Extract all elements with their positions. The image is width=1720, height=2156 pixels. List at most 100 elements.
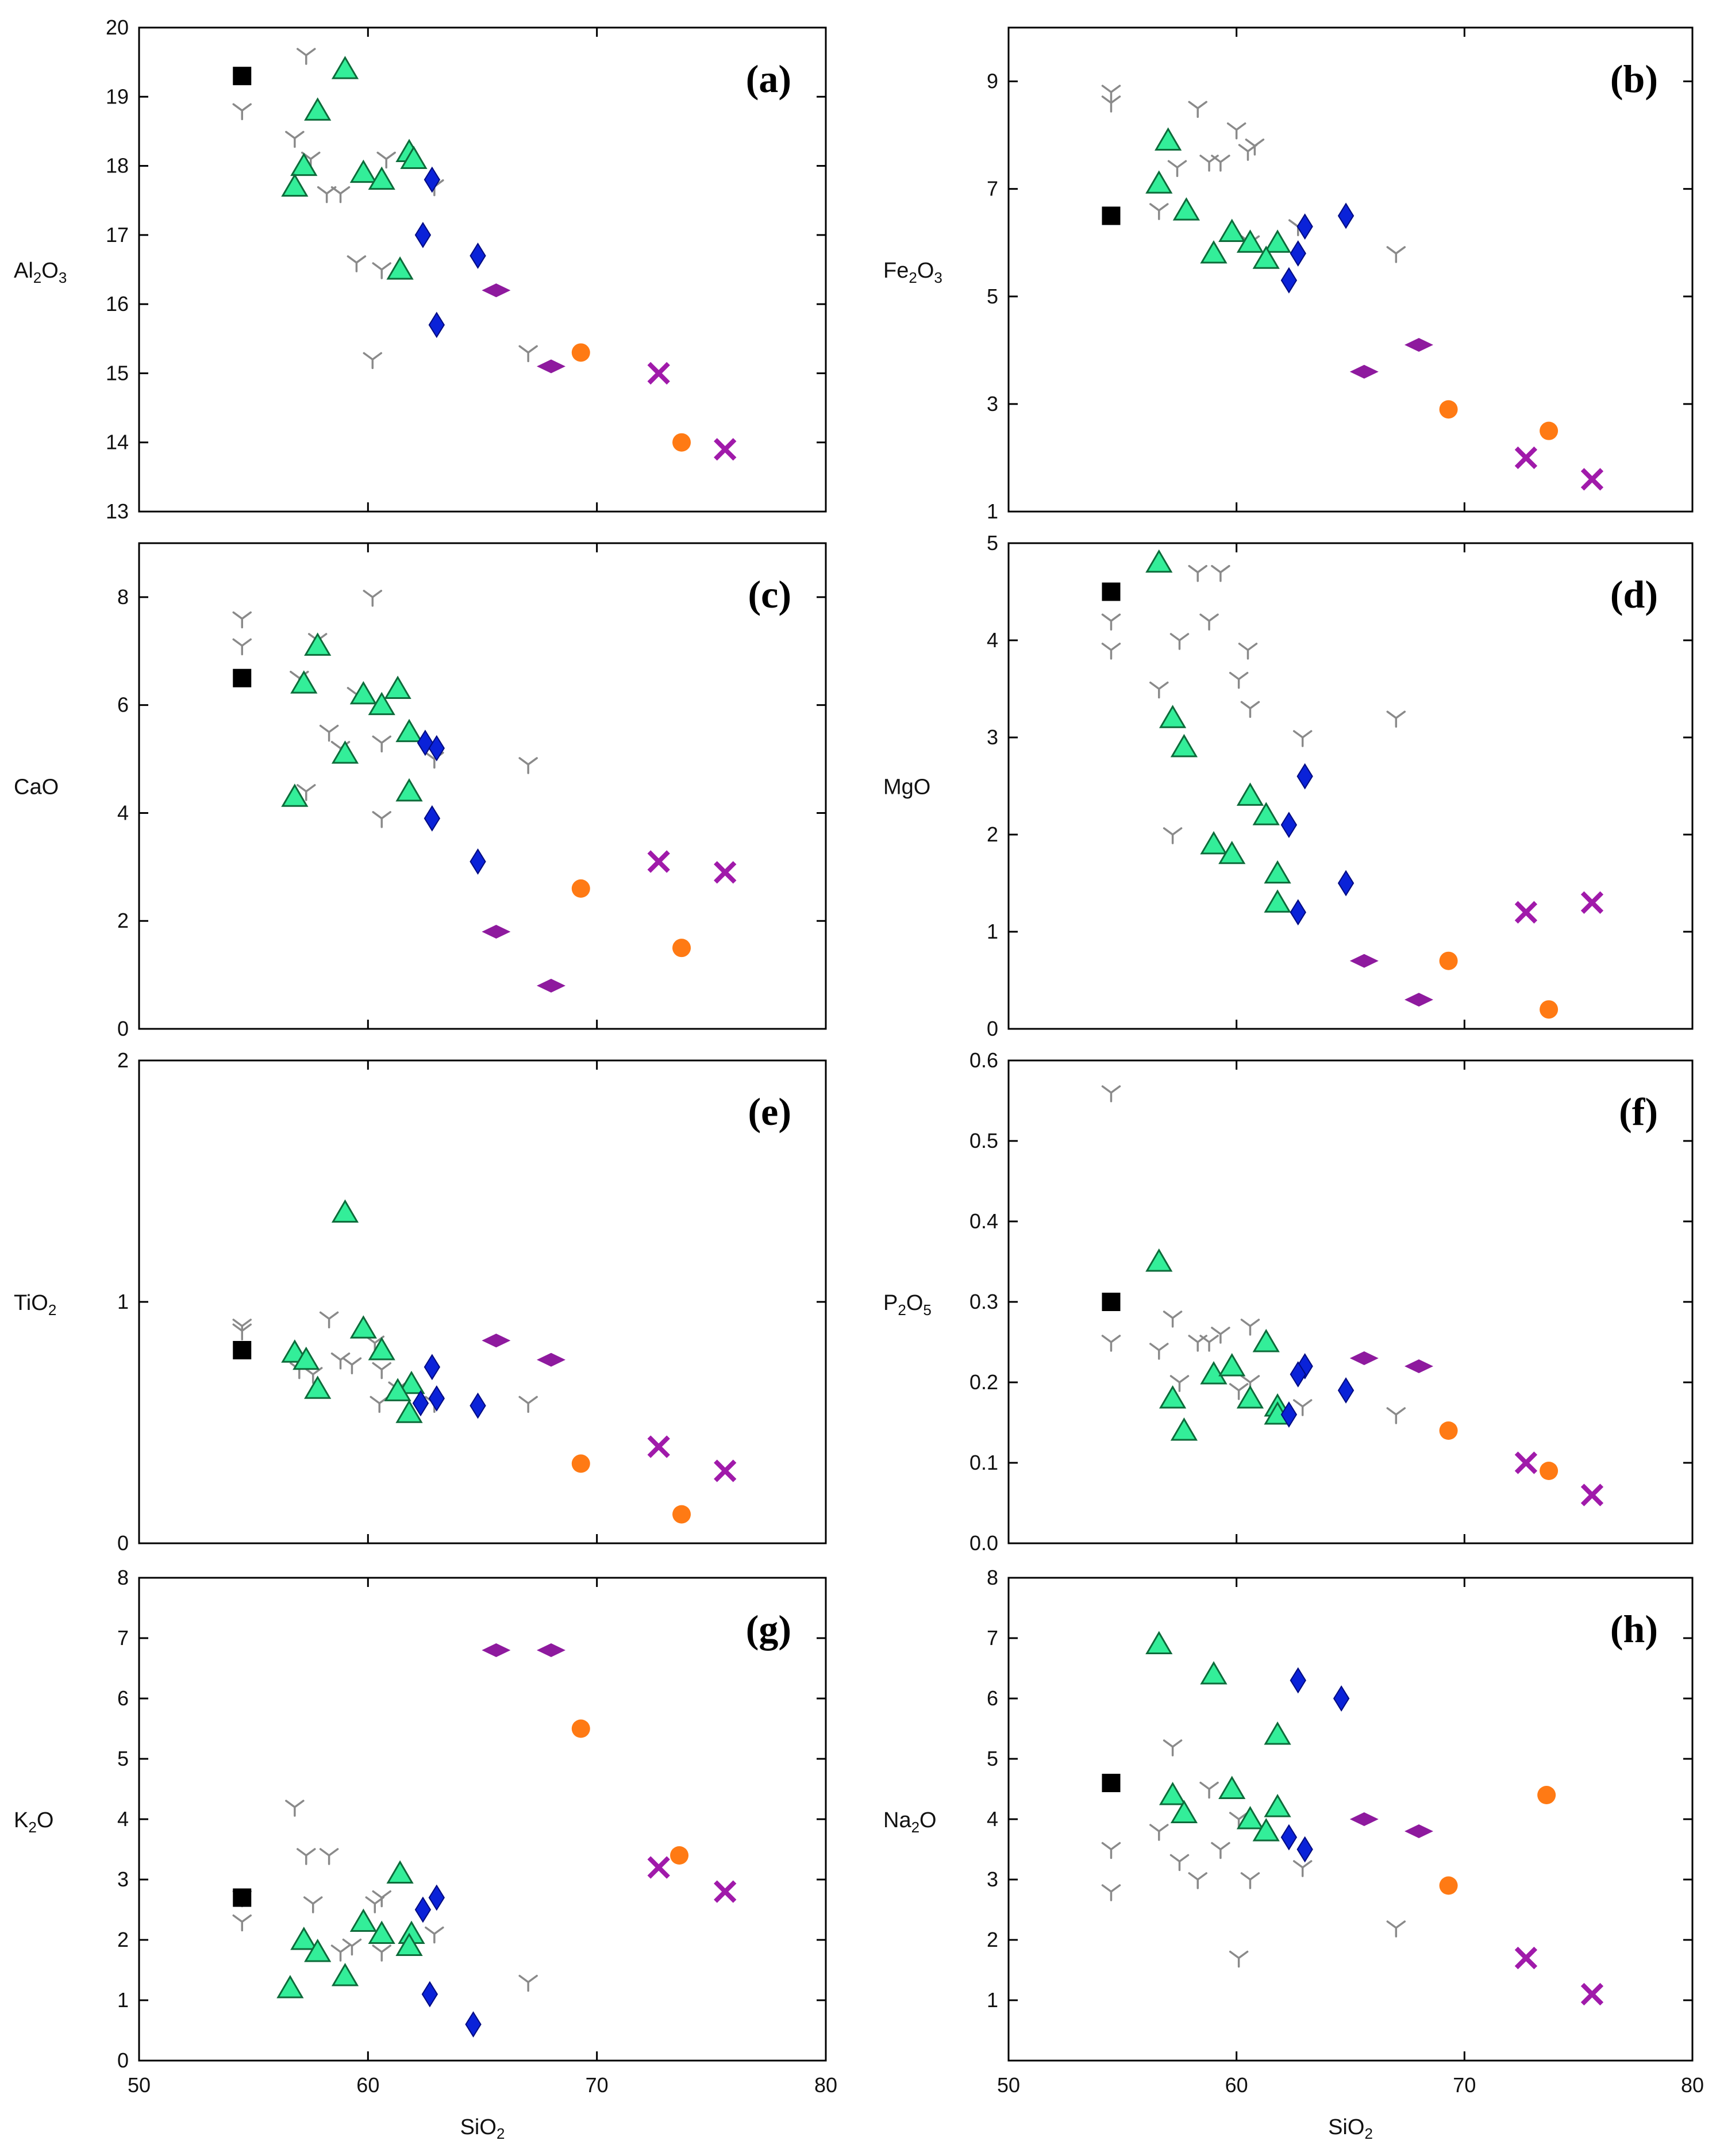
blue-diamond-marker [1280,1824,1298,1851]
gray-y-marker [1238,643,1258,660]
y-tick-label: 9 [987,70,998,93]
gray-y-marker [1240,1872,1260,1889]
panel-label: (c) [748,572,791,616]
green-triangle-marker [290,670,318,694]
gray-y-marker [1169,1854,1190,1871]
blue-diamond-marker [470,848,486,875]
gray-y-marker [1240,701,1260,718]
green-triangle-marker [368,691,395,716]
y-tick-label: 13 [106,499,129,523]
y-tick-label: 7 [987,1626,998,1650]
gray-y-marker [518,1974,538,1992]
y-tick-label: 0.1 [969,1451,998,1474]
y-axis-label: P2O5 [883,1291,932,1319]
gray-y-marker [319,1848,339,1865]
green-triangle-marker [368,166,395,190]
y-tick-label: 2 [987,823,998,846]
blue-diamond-marker [1296,763,1313,790]
purple-diamond-marker [1405,1359,1433,1373]
gray-y-marker [518,1396,538,1413]
gray-y-marker [1188,101,1207,118]
orange-circle-marker [1540,1000,1559,1019]
y-axis-label: K2O [14,1808,53,1836]
gray-y-marker [1199,613,1219,631]
gray-y-marker [372,262,391,279]
y-tick-label: 2 [117,1928,129,1951]
green-triangle-marker [395,778,423,802]
y-tick-label: 3 [987,392,998,416]
purple-x-marker [1580,468,1604,491]
gray-y-marker [1386,1407,1406,1424]
green-triangle-marker [1200,240,1228,264]
y-tick-label: 16 [106,292,129,316]
green-triangle-marker [395,718,423,743]
gray-y-marker [319,724,339,742]
gray-y-marker [1163,827,1183,844]
green-triangle-marker [1236,229,1264,253]
gray-y-marker [1149,1343,1169,1360]
green-triangle-marker [1264,229,1291,253]
gray-y-marker [319,1311,339,1329]
blue-diamond-marker [421,1981,438,2008]
blue-diamond-marker [465,2011,482,2038]
gray-y-marker [363,352,383,370]
y-axis-label: Na2O [883,1808,937,1836]
y-tick-label: 1 [987,920,998,943]
green-triangle-marker [1218,840,1246,864]
orange-circle-marker [571,343,590,362]
purple-x-marker [1580,891,1604,914]
y-tick-label: 5 [987,1747,998,1770]
green-triangle-marker [386,1860,414,1884]
y-axis-label-mid: O [919,1808,937,1832]
y-tick-label: 6 [117,1686,129,1710]
purple-x-marker [647,1856,670,1879]
gray-y-marker [1226,122,1246,140]
gray-y-marker [1386,1920,1406,1938]
purple-diamond-marker [537,1643,565,1657]
gray-y-marker [1292,1399,1313,1416]
purple-diamond-marker [1349,1351,1379,1365]
green-triangle-marker [1236,1806,1264,1830]
green-triangle-marker [281,173,309,197]
y-tick-label: 5 [987,285,998,308]
y-tick-label: 2 [987,1928,998,1951]
gray-y-marker [1386,246,1406,263]
y-tick-label: 14 [106,431,129,454]
plot-frame [138,1059,827,1544]
gray-y-marker [518,757,538,774]
green-triangle-marker [1236,782,1264,806]
panel-label: (h) [1610,1607,1658,1651]
y-tick-label: 17 [106,223,129,247]
green-triangle-marker [349,1315,377,1339]
y-tick-label: 8 [987,1566,998,1589]
blue-diamond-marker [1280,1401,1298,1428]
panel-label: (g) [746,1607,791,1651]
blue-diamond-marker [414,221,432,248]
y-axis-label-base: Fe [883,259,909,283]
purple-x-marker [1514,1946,1538,1970]
y-tick-label: 7 [987,177,998,201]
gray-y-marker [1149,681,1169,699]
y-axis-label: MgO [883,775,930,800]
gray-y-marker [1169,633,1190,650]
green-triangle-marker [331,1963,359,1986]
blue-diamond-marker [1337,870,1355,897]
blue-diamond-marker [412,1390,429,1417]
gray-y-marker [1211,1327,1230,1344]
gray-y-marker [1199,1781,1219,1799]
gray-y-marker [372,811,391,828]
x-tick-label: 70 [586,2073,609,2097]
green-triangle-marker [1145,170,1173,194]
purple-diamond-marker [537,978,565,993]
black-square-marker [233,1888,252,1907]
y-tick-label: 3 [117,1867,129,1891]
y-tick-label: 0.4 [969,1209,998,1233]
green-triangle-marker [1218,1775,1246,1799]
gray-y-marker [342,1938,362,1956]
orange-circle-marker [672,939,691,958]
y-axis-label-sub: 2 [28,1819,36,1836]
green-triangle-marker [331,56,359,79]
gray-y-marker [1101,1842,1121,1859]
